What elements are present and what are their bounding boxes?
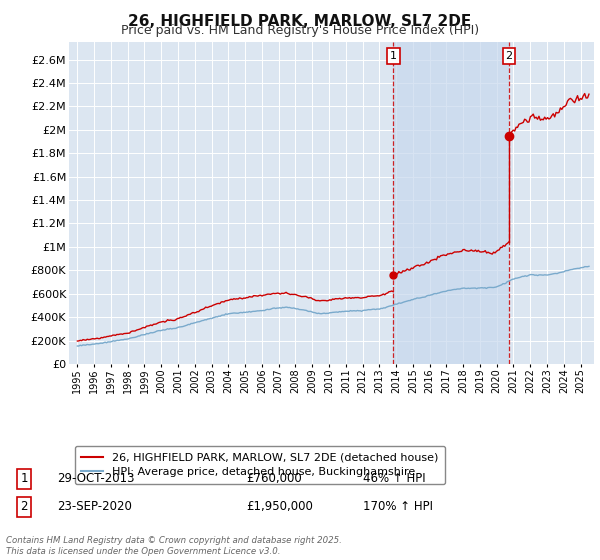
Text: Price paid vs. HM Land Registry's House Price Index (HPI): Price paid vs. HM Land Registry's House …	[121, 24, 479, 36]
Legend: 26, HIGHFIELD PARK, MARLOW, SL7 2DE (detached house), HPI: Average price, detach: 26, HIGHFIELD PARK, MARLOW, SL7 2DE (det…	[74, 446, 445, 484]
Bar	[393, 42, 509, 364]
Text: 2: 2	[505, 51, 512, 61]
Text: 1: 1	[20, 472, 28, 486]
Text: 2: 2	[20, 500, 28, 514]
Text: 23-SEP-2020: 23-SEP-2020	[57, 500, 132, 514]
Text: 1: 1	[390, 51, 397, 61]
Text: 29-OCT-2013: 29-OCT-2013	[57, 472, 134, 486]
Text: 26, HIGHFIELD PARK, MARLOW, SL7 2DE: 26, HIGHFIELD PARK, MARLOW, SL7 2DE	[128, 14, 472, 29]
Text: Contains HM Land Registry data © Crown copyright and database right 2025.
This d: Contains HM Land Registry data © Crown c…	[6, 536, 342, 556]
Text: £1,950,000: £1,950,000	[246, 500, 313, 514]
Text: 46% ↑ HPI: 46% ↑ HPI	[363, 472, 425, 486]
Text: £760,000: £760,000	[246, 472, 302, 486]
Text: 170% ↑ HPI: 170% ↑ HPI	[363, 500, 433, 514]
